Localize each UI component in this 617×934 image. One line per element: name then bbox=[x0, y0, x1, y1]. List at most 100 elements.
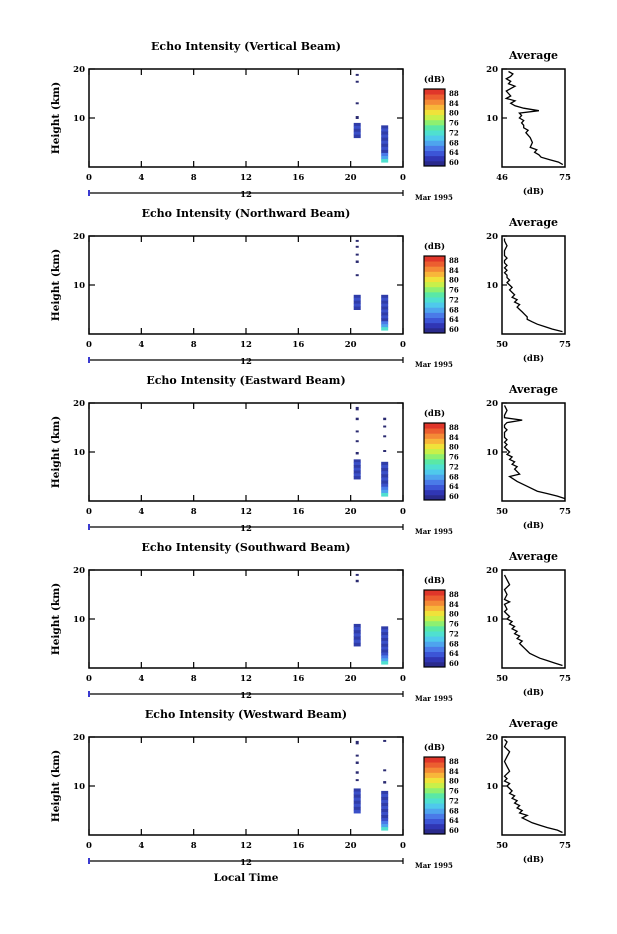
colorbar-swatch bbox=[424, 124, 445, 131]
echo-cell bbox=[381, 155, 389, 160]
average-profile-line bbox=[504, 70, 564, 166]
date-label: Mar 1995 bbox=[415, 694, 453, 703]
average-frame bbox=[501, 736, 566, 836]
colorbar-swatch bbox=[424, 625, 445, 632]
colorbar-swatch bbox=[424, 119, 445, 126]
date-label: Mar 1995 bbox=[415, 527, 453, 536]
echo-cell bbox=[383, 450, 387, 452]
colorbar-frame bbox=[423, 756, 446, 835]
echo-cell bbox=[381, 159, 389, 163]
echo-cell bbox=[381, 134, 389, 139]
colorbar-swatch bbox=[424, 772, 445, 778]
colorbar-swatch bbox=[424, 803, 445, 809]
average-x-label: (dB) bbox=[523, 854, 544, 865]
echo-cell bbox=[381, 483, 389, 488]
echo-cell bbox=[355, 761, 359, 764]
echo-cell bbox=[353, 639, 361, 644]
colorbar-swatch bbox=[424, 787, 445, 794]
echo-cell bbox=[353, 294, 361, 299]
x-tick-label: 0 bbox=[400, 507, 406, 517]
x-tick-label: 0 bbox=[400, 674, 406, 684]
colorbar-tick-label: 88 bbox=[449, 256, 459, 265]
echo-cell bbox=[381, 306, 389, 310]
chart-title: Echo Intensity (Northward Beam) bbox=[142, 207, 351, 220]
x-tick-label: 0 bbox=[86, 674, 92, 684]
average-y-tick-label: 20 bbox=[486, 566, 498, 576]
echo-cell bbox=[381, 658, 389, 662]
colorbar-tick-label: 80 bbox=[449, 276, 459, 285]
x-tick-label: 20 bbox=[345, 674, 357, 684]
colorbar-tick-label: 84 bbox=[449, 99, 459, 108]
colorbar-swatch bbox=[424, 767, 445, 773]
colorbar-tick-label: 68 bbox=[449, 639, 459, 648]
colorbar-swatch bbox=[424, 286, 445, 293]
echo-cell bbox=[353, 800, 361, 805]
colorbar-tick-label: 60 bbox=[449, 492, 459, 501]
echo-cell bbox=[381, 327, 389, 331]
echo-cell bbox=[381, 796, 389, 801]
average-x-label: (dB) bbox=[523, 687, 544, 698]
colorbar-swatch bbox=[424, 600, 445, 606]
x-tick-label: 0 bbox=[86, 841, 92, 851]
average-y-tick-label: 10 bbox=[486, 114, 498, 124]
echo-cell bbox=[353, 809, 361, 814]
echo-cell bbox=[353, 122, 361, 127]
y-axis-label: Height (km) bbox=[50, 82, 62, 154]
x-tick-label: 12 bbox=[240, 340, 252, 350]
echo-cell bbox=[381, 312, 389, 316]
colorbar-swatch bbox=[424, 109, 445, 116]
x-tick-label: 20 bbox=[345, 841, 357, 851]
chart-panel-2: Echo Intensity (Northward Beam) 20 10 Heigh… bbox=[50, 207, 571, 369]
colorbar-swatch bbox=[424, 448, 445, 455]
colorbar-swatch bbox=[424, 641, 445, 647]
echo-cell bbox=[381, 492, 389, 497]
plot-frame bbox=[88, 569, 404, 669]
echo-cell bbox=[383, 435, 387, 438]
echo-cell bbox=[353, 462, 361, 466]
echo-cell bbox=[353, 306, 361, 310]
average-y-tick-label: 20 bbox=[486, 232, 498, 242]
x-tick-label: 8 bbox=[191, 841, 197, 851]
y-axis-label: Height (km) bbox=[50, 416, 62, 488]
colorbar-swatch bbox=[424, 443, 445, 450]
y-tick-label: 10 bbox=[73, 782, 85, 792]
chart-title: Echo Intensity (Vertical Beam) bbox=[151, 40, 341, 53]
echo-cell bbox=[381, 321, 389, 325]
echo-cell bbox=[353, 797, 361, 802]
colorbar-swatch bbox=[424, 489, 445, 496]
echo-cell bbox=[353, 803, 361, 808]
y-tick-label: 10 bbox=[73, 114, 85, 124]
colorbar-swatch bbox=[424, 297, 445, 303]
echo-cell bbox=[381, 143, 389, 148]
colorbar-swatch bbox=[424, 808, 445, 814]
colorbar-tick-label: 72 bbox=[449, 295, 459, 304]
echo-cell bbox=[353, 128, 361, 133]
date-tick-label: 12 bbox=[240, 357, 252, 367]
colorbar-swatch bbox=[424, 474, 445, 480]
echo-cell bbox=[355, 440, 359, 443]
average-y-tick-label: 10 bbox=[486, 615, 498, 625]
x-tick-label: 12 bbox=[240, 841, 252, 851]
echo-cell bbox=[355, 406, 359, 411]
echo-cell bbox=[353, 303, 361, 308]
echo-cell bbox=[353, 806, 361, 811]
colorbar-tick-label: 60 bbox=[449, 325, 459, 334]
colorbar-tick-label: 64 bbox=[449, 649, 459, 658]
colorbar-tick-label: 68 bbox=[449, 138, 459, 147]
echo-cell bbox=[381, 824, 389, 828]
echo-cell bbox=[353, 464, 361, 469]
echo-cell bbox=[353, 788, 361, 793]
chart-panel-5: Echo Intensity (Westward Beam) 20 10 Height… bbox=[50, 708, 571, 884]
colorbar-frame bbox=[423, 88, 446, 167]
chart-title: Echo Intensity (Southward Beam) bbox=[142, 541, 351, 554]
x-tick-label: 0 bbox=[86, 507, 92, 517]
x-axis-label: Local Time bbox=[214, 872, 279, 884]
echo-cell bbox=[381, 637, 389, 642]
echo-cell bbox=[353, 623, 361, 628]
echo-cell bbox=[381, 477, 389, 482]
x-tick-label: 16 bbox=[292, 173, 304, 183]
colorbar-swatch bbox=[424, 777, 445, 784]
average-x-tick-label: 75 bbox=[559, 674, 571, 684]
x-tick-label: 12 bbox=[240, 173, 252, 183]
colorbar-swatch bbox=[424, 312, 445, 318]
